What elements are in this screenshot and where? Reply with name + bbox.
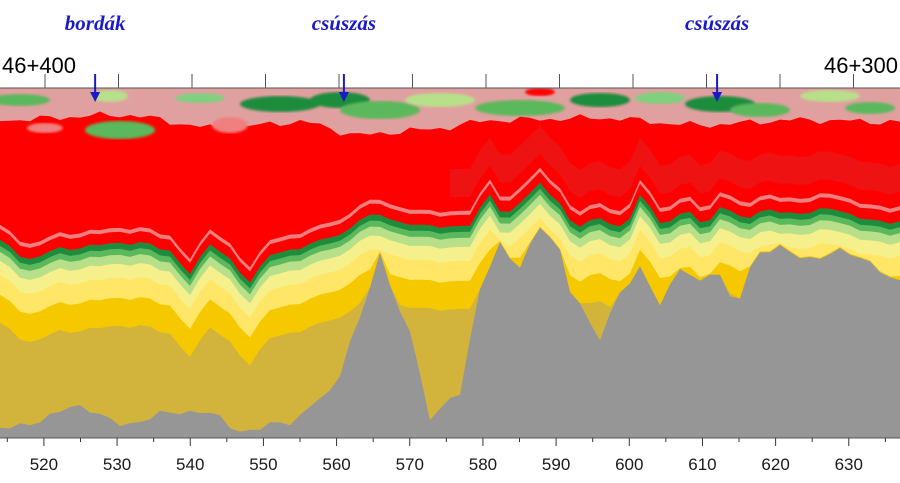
surface-blob-5: [240, 96, 320, 112]
surface-blob-3: [85, 121, 155, 139]
x-tick-label-610: 610: [688, 455, 716, 474]
annotation-arrowhead-1: [90, 92, 101, 102]
x-tick-label-520: 520: [30, 455, 58, 474]
surface-blob-17: [525, 88, 555, 96]
x-tick-label-560: 560: [322, 455, 350, 474]
surface-blob-1: [0, 94, 50, 106]
x-tick-label-580: 580: [469, 455, 497, 474]
heatmap-band-12: [0, 227, 900, 438]
annotation-label-2: csúszás: [312, 11, 376, 35]
annotation-arrowhead-2: [338, 92, 349, 102]
x-axis-ticks: 520 530 540 550 560 570 580 590 600 610 620 630: [6, 438, 886, 474]
surface-blob-4: [175, 93, 225, 103]
x-tick-label-590: 590: [542, 455, 570, 474]
x-tick-label-630: 630: [835, 455, 863, 474]
x-tick-label-530: 530: [103, 455, 131, 474]
surface-blob-8: [405, 93, 475, 107]
annotation-label-1: bordák: [65, 11, 126, 35]
annotations: bordák csúszás csúszás: [65, 11, 749, 102]
surface-blob-16: [27, 123, 63, 133]
surface-blob-11: [635, 92, 685, 104]
surface-blob-18: [212, 117, 248, 133]
surface-blob-15: [845, 102, 895, 114]
heatmap-bands: [0, 88, 900, 438]
station-left: 46+400: [2, 53, 76, 78]
surface-blob-13: [730, 103, 790, 117]
top-axis-ticks: [44, 74, 854, 88]
x-tick-label-570: 570: [396, 455, 424, 474]
surface-blob-7: [340, 101, 420, 119]
heatmap-red-core: [450, 125, 900, 198]
x-tick-label-550: 550: [249, 455, 277, 474]
surface-blob-9: [475, 100, 565, 116]
surface-blob-14: [800, 90, 860, 102]
station-right: 46+300: [824, 53, 898, 78]
surface-blob-2: [92, 90, 128, 102]
x-tick-label-540: 540: [176, 455, 204, 474]
annotation-arrowhead-3: [712, 92, 723, 102]
annotation-label-3: csúszás: [685, 11, 749, 35]
x-tick-label-620: 620: [761, 455, 789, 474]
x-tick-label-600: 600: [615, 455, 643, 474]
surface-blob-10: [570, 93, 630, 107]
